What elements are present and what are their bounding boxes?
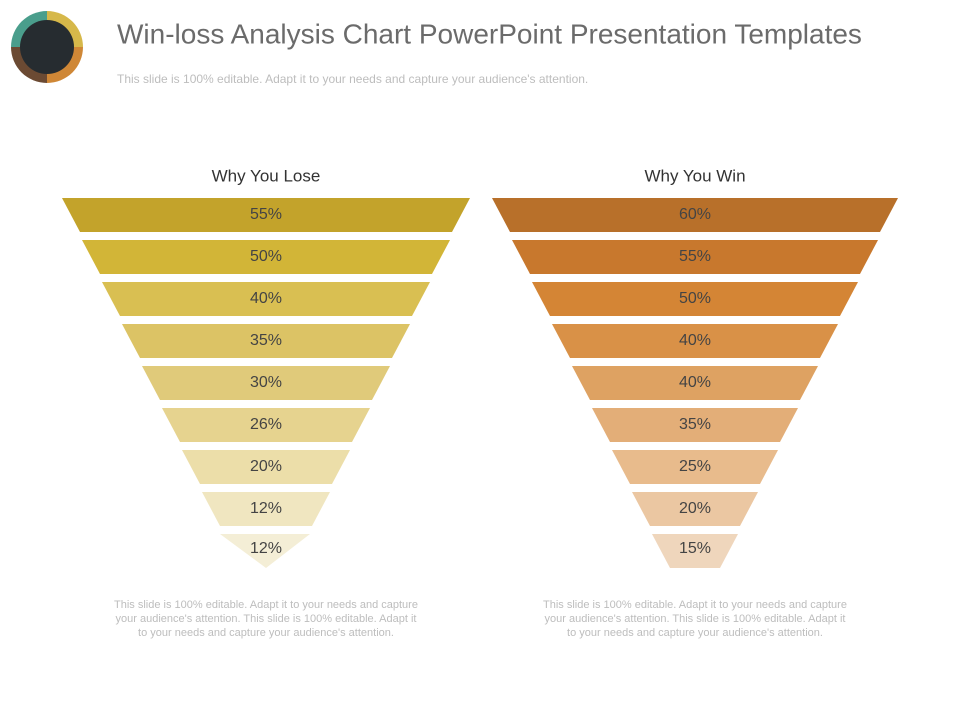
funnel-level <box>632 492 758 526</box>
level-label: 40% <box>250 290 282 307</box>
funnel-level <box>142 366 390 400</box>
level-label: 12% <box>250 500 282 517</box>
footer-text: your audience's attention. This slide is… <box>116 613 417 625</box>
footer-text: This slide is 100% editable. Adapt it to… <box>543 599 847 611</box>
level-label: 35% <box>679 416 711 433</box>
logo-center <box>20 20 74 74</box>
funnel-level <box>652 534 738 568</box>
funnel-level <box>182 450 350 484</box>
funnel-level <box>612 450 778 484</box>
funnel-level <box>552 324 838 358</box>
funnel-level <box>122 324 410 358</box>
funnel-level <box>532 282 858 316</box>
level-label: 30% <box>250 374 282 391</box>
level-label: 50% <box>679 290 711 307</box>
funnel-title: Why You Win <box>644 166 745 185</box>
level-label: 55% <box>679 248 711 265</box>
footer-text: to your needs and capture your audience'… <box>567 627 823 639</box>
funnel-title: Why You Lose <box>212 166 321 185</box>
funnel-level <box>572 366 818 400</box>
title: Win-loss Analysis Chart PowerPoint Prese… <box>117 18 862 49</box>
level-label: 60% <box>679 206 711 223</box>
funnel-level <box>512 240 878 274</box>
footer-text: your audience's attention. This slide is… <box>545 613 846 625</box>
level-label: 12% <box>250 540 282 557</box>
level-label: 20% <box>250 458 282 475</box>
funnel-level <box>202 492 330 526</box>
level-label: 35% <box>250 332 282 349</box>
level-label: 40% <box>679 374 711 391</box>
level-label: 25% <box>679 458 711 475</box>
footer-text: This slide is 100% editable. Adapt it to… <box>114 599 418 611</box>
level-label: 40% <box>679 332 711 349</box>
funnel-level <box>220 534 310 568</box>
subtitle: This slide is 100% editable. Adapt it to… <box>117 72 588 86</box>
level-label: 15% <box>679 540 711 557</box>
funnel-level <box>162 408 370 442</box>
funnel-level <box>82 240 450 274</box>
level-label: 55% <box>250 206 282 223</box>
level-label: 20% <box>679 500 711 517</box>
funnel-level <box>492 198 898 232</box>
funnel-level <box>102 282 430 316</box>
footer-text: to your needs and capture your audience'… <box>138 627 394 639</box>
funnel-level <box>62 198 470 232</box>
level-label: 26% <box>250 416 282 433</box>
funnel-level <box>592 408 798 442</box>
level-label: 50% <box>250 248 282 265</box>
logo <box>11 11 83 83</box>
